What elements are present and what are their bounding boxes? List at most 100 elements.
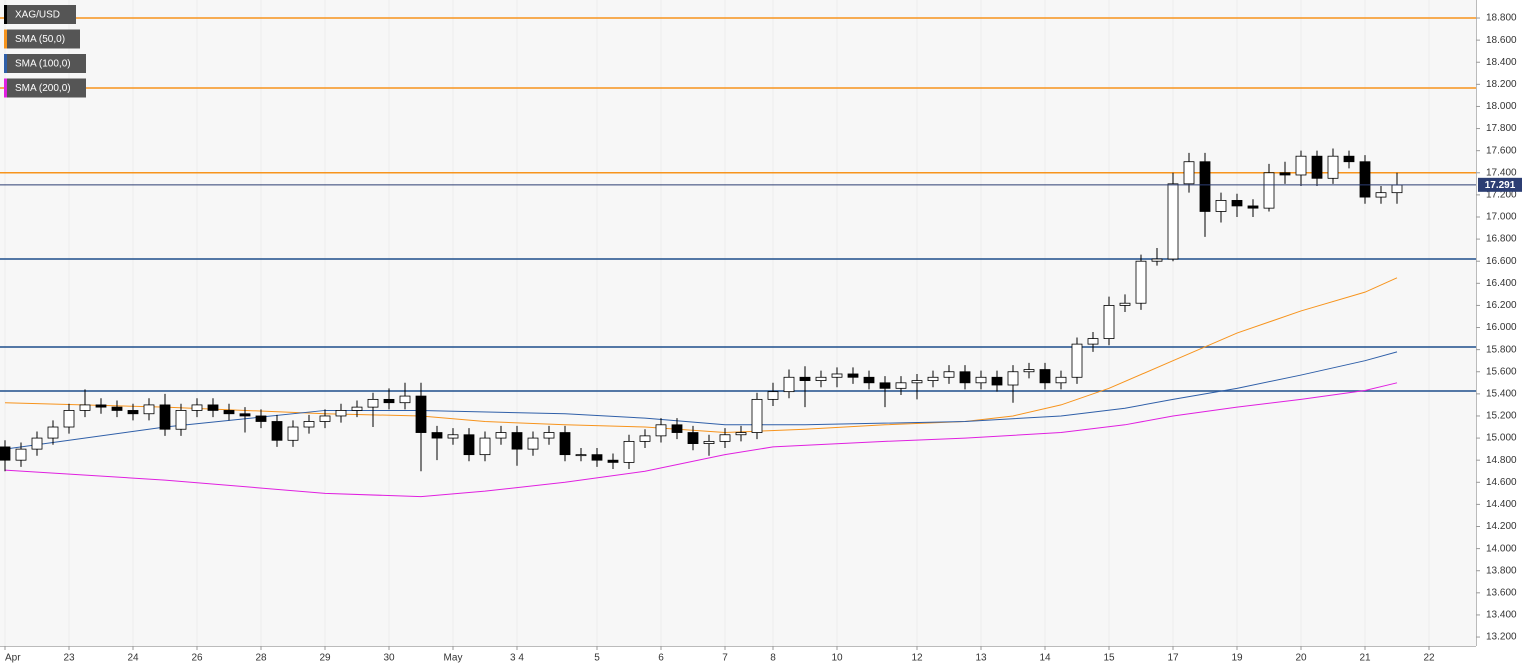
x-tick-label: Apr bbox=[5, 653, 21, 664]
candle-body bbox=[1231, 200, 1243, 207]
candle-body bbox=[1247, 205, 1259, 209]
candle-body bbox=[767, 391, 779, 400]
candle-body bbox=[95, 404, 107, 408]
candle-body bbox=[1071, 343, 1083, 378]
y-tick-label: 14.800 bbox=[1486, 455, 1517, 466]
candle-body bbox=[575, 454, 587, 457]
candle-body bbox=[607, 459, 619, 463]
candle-body bbox=[1199, 161, 1211, 212]
x-tick-label: 7 bbox=[722, 653, 728, 664]
x-tick-label: 13 bbox=[975, 653, 987, 664]
y-tick-label: 18.600 bbox=[1486, 35, 1517, 46]
candle-body bbox=[367, 398, 379, 408]
candle-body bbox=[351, 406, 363, 411]
candle-body bbox=[751, 398, 763, 433]
legend-swatch bbox=[4, 54, 7, 73]
candle-body bbox=[143, 404, 155, 415]
x-tick-label: 3 4 bbox=[510, 653, 524, 664]
candle-body bbox=[975, 376, 987, 384]
candle-body bbox=[559, 432, 571, 456]
candle-body bbox=[703, 440, 715, 444]
candle-body bbox=[1215, 200, 1227, 212]
candle-body bbox=[1375, 192, 1387, 198]
x-tick-label: 5 bbox=[594, 653, 600, 664]
x-tick-label: 10 bbox=[831, 653, 843, 664]
candle-body bbox=[111, 406, 123, 411]
candle-body bbox=[895, 382, 907, 389]
candle-body bbox=[1183, 161, 1195, 185]
last-price-box bbox=[1478, 177, 1522, 192]
candle-body bbox=[431, 432, 443, 439]
y-tick-label: 15.800 bbox=[1486, 344, 1517, 355]
y-tick-label: 16.600 bbox=[1486, 256, 1517, 267]
candle-body bbox=[271, 421, 283, 441]
y-tick-label: 17.800 bbox=[1486, 123, 1517, 134]
candle-body bbox=[207, 404, 219, 411]
candle-body bbox=[239, 413, 251, 417]
candle-body bbox=[79, 404, 91, 411]
candle-body bbox=[319, 415, 331, 422]
candle-body bbox=[911, 380, 923, 384]
y-tick-label: 16.200 bbox=[1486, 300, 1517, 311]
legend-box bbox=[4, 5, 76, 24]
legend-box bbox=[4, 29, 80, 49]
y-tick-label: 15.200 bbox=[1486, 411, 1517, 422]
y-tick-label: 13.400 bbox=[1486, 610, 1517, 621]
y-tick-label: 15.600 bbox=[1486, 366, 1517, 377]
candle-body bbox=[0, 446, 11, 461]
candle-body bbox=[1087, 338, 1099, 345]
candle-body bbox=[447, 434, 459, 439]
candle-body bbox=[15, 448, 27, 461]
candle-body bbox=[1055, 376, 1067, 384]
candle-body bbox=[1039, 369, 1051, 384]
candle-body bbox=[1167, 183, 1179, 260]
x-tick-label: 15 bbox=[1103, 653, 1115, 664]
candle-body bbox=[463, 434, 475, 456]
legend-box bbox=[4, 54, 86, 73]
y-tick-label: 18.800 bbox=[1486, 13, 1517, 24]
legend-label: SMA (50,0) bbox=[15, 34, 65, 45]
y-tick-label: 16.800 bbox=[1486, 234, 1517, 245]
x-tick-label: 21 bbox=[1359, 653, 1371, 664]
x-tick-label: 17 bbox=[1167, 653, 1179, 664]
legend-swatch bbox=[4, 5, 7, 24]
candle-body bbox=[479, 437, 491, 456]
candle-body bbox=[783, 376, 795, 393]
x-tick-label: 29 bbox=[319, 653, 331, 664]
candle-body bbox=[943, 371, 955, 378]
candle-body bbox=[863, 376, 875, 384]
y-tick-label: 13.200 bbox=[1486, 632, 1517, 643]
last-price-label: 17.291 bbox=[1485, 180, 1516, 191]
y-tick-label: 13.800 bbox=[1486, 565, 1517, 576]
candle-body bbox=[591, 454, 603, 461]
y-tick-label: 18.400 bbox=[1486, 57, 1517, 68]
candle-body bbox=[1327, 155, 1339, 179]
y-tick-label: 16.400 bbox=[1486, 278, 1517, 289]
candle-body bbox=[927, 376, 939, 381]
candle-body bbox=[415, 395, 427, 433]
candle-body bbox=[1263, 172, 1275, 209]
candle-body bbox=[383, 398, 395, 404]
candle-body bbox=[623, 440, 635, 463]
y-tick-label: 17.000 bbox=[1486, 212, 1517, 223]
x-tick-label: 8 bbox=[770, 653, 776, 664]
candle-body bbox=[1279, 172, 1291, 176]
x-tick-label: 30 bbox=[383, 653, 395, 664]
candle-body bbox=[303, 421, 315, 428]
x-tick-label: 12 bbox=[911, 653, 923, 664]
y-tick-label: 18.200 bbox=[1486, 79, 1517, 90]
y-tick-label: 14.400 bbox=[1486, 499, 1517, 510]
y-tick-label: 15.400 bbox=[1486, 388, 1517, 399]
x-tick-label: 19 bbox=[1231, 653, 1243, 664]
y-tick-label: 17.400 bbox=[1486, 167, 1517, 178]
candle-body bbox=[831, 373, 843, 378]
candle-body bbox=[543, 432, 555, 439]
y-tick-label: 17.600 bbox=[1486, 145, 1517, 156]
candle-body bbox=[815, 376, 827, 381]
x-tick-label: 6 bbox=[658, 653, 664, 664]
x-tick-label: 28 bbox=[255, 653, 267, 664]
candle-body bbox=[31, 437, 43, 450]
candle-body bbox=[127, 410, 139, 415]
candle-body bbox=[991, 376, 1003, 386]
legend-label: XAG/USD bbox=[15, 10, 60, 21]
